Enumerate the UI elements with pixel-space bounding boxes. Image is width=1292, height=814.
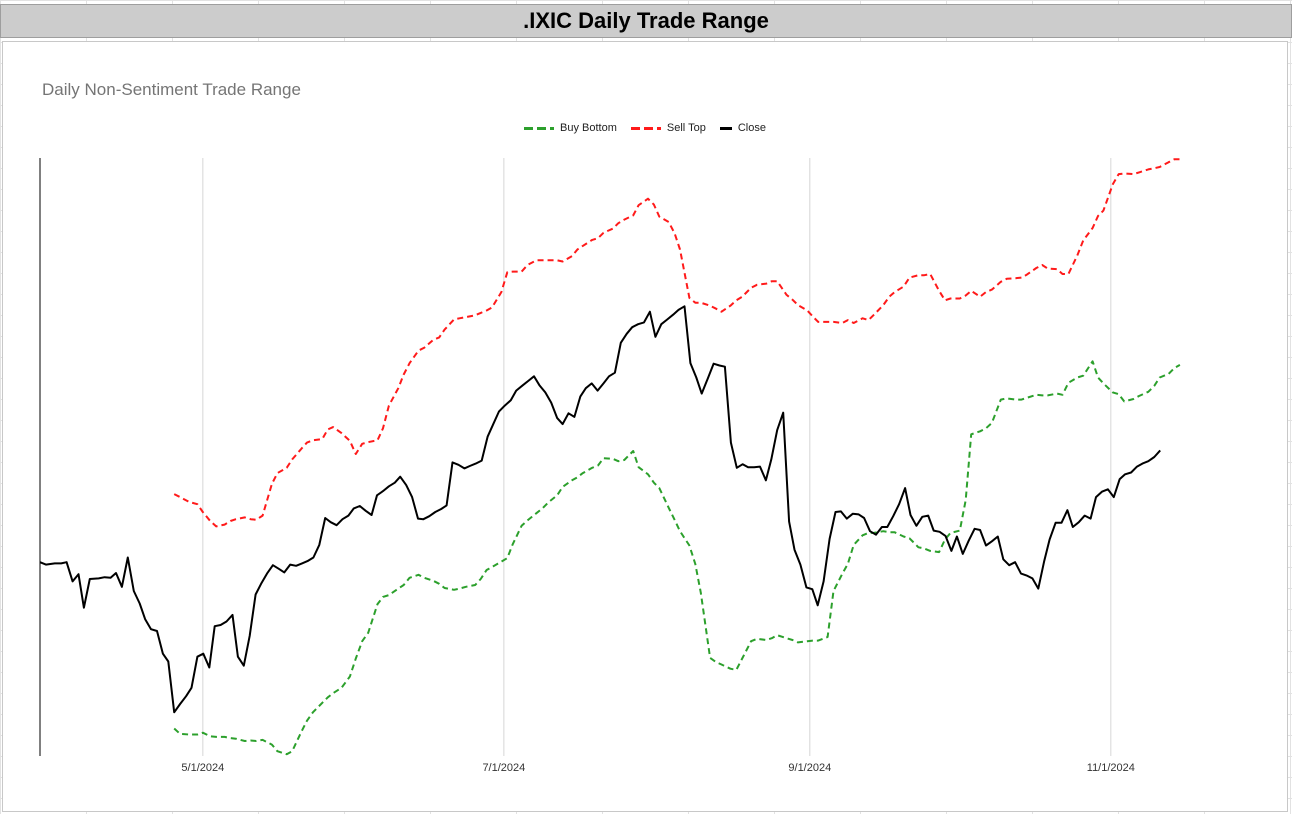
legend-swatch-buy-bottom — [524, 126, 555, 130]
x-tick-label: 5/1/2024 — [181, 762, 224, 774]
series-line-buy-bottom — [173, 360, 1181, 756]
legend-item-close: Close — [719, 122, 766, 134]
legend-label-buy-bottom: Buy Bottom — [560, 122, 617, 134]
legend-item-buy-bottom: Buy Bottom — [524, 122, 617, 134]
chart-panel[interactable]: Daily Non-Sentiment Trade Range Buy Bott… — [2, 41, 1288, 812]
legend-label-close: Close — [737, 122, 766, 134]
x-tick-label: 9/1/2024 — [788, 762, 831, 774]
legend-item-sell-top: Sell Top — [630, 122, 706, 134]
sheet-title: .IXIC Daily Trade Range — [523, 8, 769, 33]
chart-legend: Buy Bottom Sell Top Close — [3, 122, 1287, 134]
x-tick-label: 11/1/2024 — [1087, 762, 1135, 774]
legend-swatch-sell-top — [630, 126, 661, 130]
series-line-sell-top — [173, 158, 1180, 528]
x-tick-label: 7/1/2024 — [482, 762, 525, 774]
sheet-title-banner: .IXIC Daily Trade Range — [0, 4, 1292, 38]
series-line-close — [39, 305, 1161, 714]
legend-label-sell-top: Sell Top — [666, 122, 706, 134]
chart-title: Daily Non-Sentiment Trade Range — [42, 80, 301, 99]
legend-swatch-close — [719, 126, 732, 130]
